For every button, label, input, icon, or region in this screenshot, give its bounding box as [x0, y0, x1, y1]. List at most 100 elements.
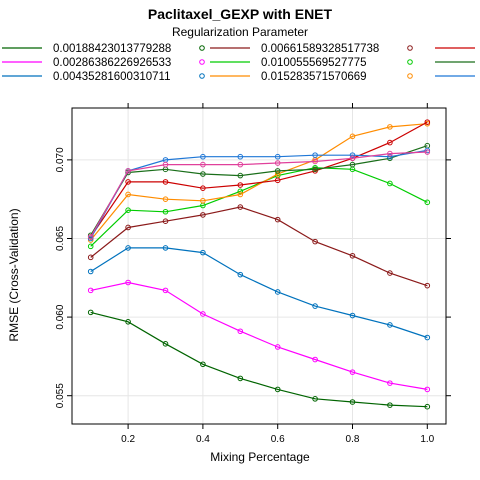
- data-point: [162, 245, 169, 251]
- legend-point-swatch: [407, 45, 413, 51]
- data-point: [387, 150, 393, 157]
- data-point: [162, 179, 169, 185]
- legend-entry: 0.00435281600310711: [2, 71, 205, 83]
- legend-point-swatch: [199, 45, 205, 51]
- data-point: [274, 177, 281, 184]
- x-tick-label: 1.0: [420, 434, 434, 445]
- data-point: [312, 158, 318, 165]
- data-point: [237, 375, 244, 382]
- x-tick-label: 0.2: [121, 434, 135, 445]
- data-point: [200, 171, 206, 177]
- data-point: [200, 212, 206, 218]
- data-point: [424, 403, 431, 410]
- data-point: [424, 334, 431, 341]
- data-point: [387, 180, 393, 187]
- data-point: [424, 199, 431, 206]
- data-point: [387, 402, 393, 408]
- data-point: [349, 399, 356, 405]
- data-point: [349, 252, 356, 259]
- data-point: [349, 369, 356, 375]
- data-point: [237, 172, 244, 179]
- data-point: [274, 289, 281, 295]
- data-point: [387, 380, 393, 386]
- series-line: [90, 151, 428, 238]
- data-point: [349, 155, 356, 162]
- series-4: [87, 204, 431, 289]
- legend-label: 0.00188423013779288: [53, 43, 171, 55]
- series-line: [90, 121, 428, 238]
- data-point: [237, 328, 244, 335]
- data-point: [125, 207, 131, 213]
- series-line: [90, 206, 428, 287]
- legend-entry: 0.00188423013779288: [2, 43, 205, 55]
- series-5: [87, 164, 431, 250]
- data-point: [387, 153, 393, 160]
- data-point: [87, 254, 94, 261]
- data-point: [237, 188, 244, 195]
- legend-label: 0.00286386226926533: [53, 57, 171, 69]
- data-point: [87, 287, 94, 294]
- series-9: [87, 147, 431, 242]
- data-point: [237, 161, 244, 168]
- data-point: [87, 268, 94, 275]
- plot-frame: [71, 107, 447, 425]
- legend-entry: 0.010055569527775: [210, 57, 413, 69]
- data-point: [125, 224, 131, 231]
- data-point: [312, 303, 318, 309]
- legend-entry: 0.00286386226926533: [2, 57, 205, 69]
- data-point: [162, 208, 169, 215]
- y-tick-label: 0.070: [55, 147, 66, 172]
- data-point: [274, 216, 281, 223]
- series-line: [90, 311, 428, 408]
- x-tick-label: 0.4: [196, 434, 210, 445]
- data-point: [162, 287, 169, 294]
- legend-label: 0.00661589328517738: [261, 43, 379, 55]
- legend-label: 0.015283571570669: [261, 71, 367, 83]
- data-point: [87, 234, 94, 240]
- data-point: [200, 249, 206, 256]
- data-point: [237, 191, 244, 198]
- series-line: [90, 123, 428, 241]
- data-point: [200, 153, 206, 160]
- x-axis: 0.2 0.4 0.6 0.8 1.0: [121, 103, 435, 445]
- data-point: [274, 160, 281, 166]
- data-point: [312, 166, 318, 173]
- data-point: [200, 197, 206, 204]
- data-point: [200, 361, 206, 368]
- data-point: [387, 139, 393, 146]
- data-point: [312, 152, 318, 158]
- data-point: [424, 282, 431, 289]
- legend-point-swatch: [407, 59, 413, 65]
- data-point: [125, 319, 131, 325]
- data-point: [387, 270, 393, 276]
- legend-label: 0.010055569527775: [261, 57, 367, 69]
- legend-point-swatch: [199, 73, 205, 79]
- series-line: [90, 281, 428, 390]
- series-line: [90, 167, 428, 247]
- data-point: [274, 153, 281, 160]
- data-point: [387, 124, 393, 130]
- series-10: [87, 149, 431, 240]
- legend-label: 0.00435281600310711: [53, 71, 170, 83]
- chart-title: Paclitaxel_GEXP with ENET: [148, 6, 333, 22]
- data-point: [200, 185, 206, 191]
- data-point: [125, 168, 131, 174]
- legend-title: Regularization Parameter: [172, 25, 308, 39]
- data-point: [424, 149, 431, 155]
- data-point: [162, 196, 169, 202]
- series-layer: [87, 119, 431, 410]
- x-axis-label: Mixing Percentage: [210, 450, 310, 464]
- data-point: [125, 179, 131, 185]
- data-point: [274, 386, 281, 393]
- data-point: [349, 133, 356, 140]
- data-point: [162, 218, 169, 224]
- legend-entry: 0.015283571570669: [210, 71, 413, 83]
- legend-entry: 0.00661589328517738: [210, 43, 413, 55]
- data-point: [125, 191, 131, 198]
- x-tick-label: 0.6: [271, 434, 285, 445]
- data-point: [200, 311, 206, 317]
- data-point: [424, 119, 431, 125]
- data-point: [424, 386, 431, 393]
- data-point: [237, 182, 244, 188]
